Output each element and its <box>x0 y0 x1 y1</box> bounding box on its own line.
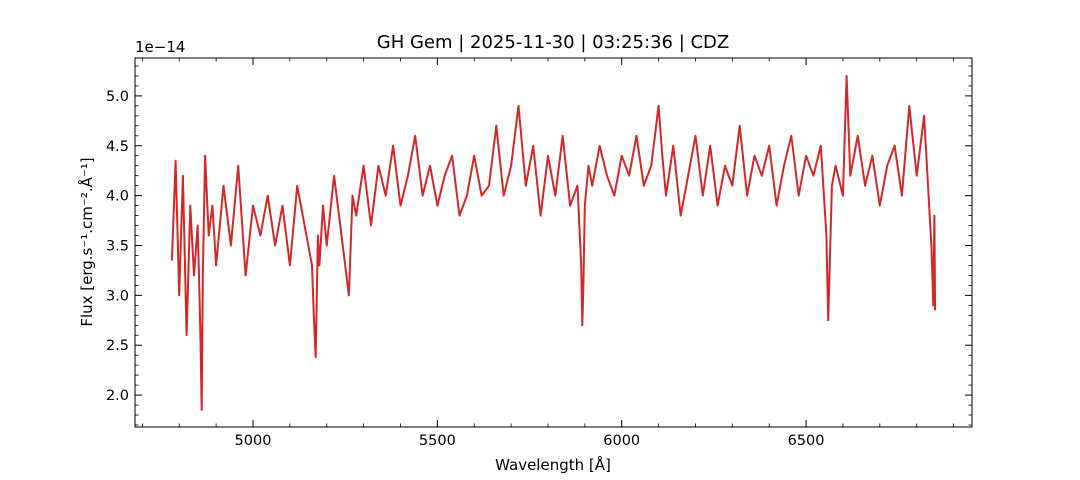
y-tick-label: 2.5 <box>106 338 129 354</box>
y-tick-label: 4.0 <box>106 189 129 205</box>
chart-title: GH Gem | 2025-11-30 | 03:25:36 | CDZ <box>377 32 730 53</box>
axis-ticks: 5000 5500 6000 6500 2.0 2.5 3.0 3.5 4.0 4.5 5.0 <box>106 58 972 449</box>
x-axis-label: Wavelength [Å] <box>495 455 611 474</box>
y-offset-label: 1e−14 <box>135 38 185 56</box>
plot-frame <box>134 57 973 428</box>
x-tick-label: 5000 <box>235 433 272 449</box>
spectrum-line <box>170 75 937 411</box>
x-tick-label: 5500 <box>419 433 456 449</box>
y-tick-label: 2.0 <box>106 388 129 404</box>
y-tick-label: 4.5 <box>106 139 129 155</box>
x-tick-label: 6500 <box>788 433 825 449</box>
y-tick-label: 5.0 <box>106 89 129 105</box>
x-tick-label: 6000 <box>603 433 640 449</box>
y-tick-label: 3.5 <box>106 238 129 254</box>
plot-area <box>170 75 937 411</box>
y-tick-label: 3.0 <box>106 288 129 304</box>
y-axis-label: Flux [erg.s⁻¹.cm⁻².Å⁻¹] <box>77 157 96 326</box>
